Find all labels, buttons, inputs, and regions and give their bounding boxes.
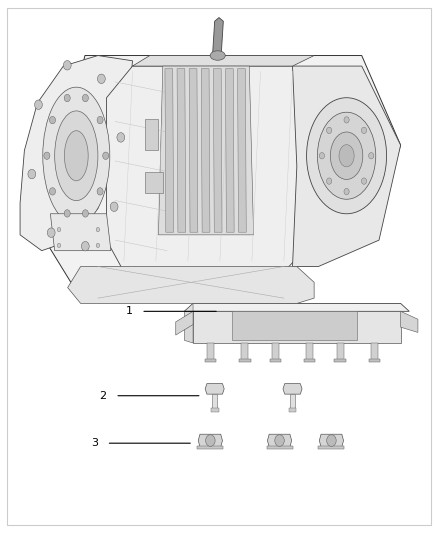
Circle shape <box>81 241 89 251</box>
Polygon shape <box>50 214 111 251</box>
Polygon shape <box>226 69 234 232</box>
Polygon shape <box>198 434 223 447</box>
Polygon shape <box>241 343 248 361</box>
Circle shape <box>319 152 325 159</box>
Polygon shape <box>267 446 293 449</box>
Polygon shape <box>201 69 210 232</box>
Circle shape <box>96 243 100 247</box>
Polygon shape <box>268 434 292 447</box>
Circle shape <box>82 94 88 102</box>
Ellipse shape <box>55 111 98 200</box>
Text: 1: 1 <box>126 306 133 316</box>
Polygon shape <box>371 343 378 361</box>
Text: 3: 3 <box>91 438 98 448</box>
Circle shape <box>64 209 70 217</box>
Ellipse shape <box>307 98 387 214</box>
Polygon shape <box>212 394 217 409</box>
Polygon shape <box>207 343 214 361</box>
Circle shape <box>57 228 61 232</box>
Polygon shape <box>212 18 223 55</box>
Polygon shape <box>283 384 302 394</box>
Circle shape <box>361 127 367 134</box>
Circle shape <box>275 435 284 446</box>
Circle shape <box>44 152 50 159</box>
Circle shape <box>64 94 70 102</box>
Polygon shape <box>67 266 314 303</box>
Circle shape <box>117 133 125 142</box>
Circle shape <box>344 189 349 195</box>
Polygon shape <box>133 55 314 66</box>
Polygon shape <box>337 343 343 361</box>
Circle shape <box>35 100 42 109</box>
Polygon shape <box>318 446 344 449</box>
Polygon shape <box>289 408 297 412</box>
Polygon shape <box>20 55 133 251</box>
Polygon shape <box>205 384 224 394</box>
Circle shape <box>327 127 332 134</box>
Polygon shape <box>293 66 401 266</box>
Circle shape <box>205 435 215 446</box>
Polygon shape <box>369 359 380 362</box>
Circle shape <box>369 152 374 159</box>
Circle shape <box>64 61 71 70</box>
Circle shape <box>98 74 105 84</box>
Polygon shape <box>270 359 281 362</box>
Circle shape <box>96 228 100 232</box>
Polygon shape <box>213 69 222 232</box>
Polygon shape <box>304 359 315 362</box>
Polygon shape <box>319 434 343 447</box>
Ellipse shape <box>43 87 110 224</box>
Polygon shape <box>184 311 193 343</box>
Polygon shape <box>184 303 409 311</box>
Circle shape <box>361 178 367 184</box>
Circle shape <box>28 169 35 179</box>
Ellipse shape <box>330 132 363 180</box>
Circle shape <box>49 116 56 124</box>
Polygon shape <box>198 446 223 449</box>
Polygon shape <box>335 359 346 362</box>
Polygon shape <box>239 359 251 362</box>
Circle shape <box>110 202 118 212</box>
Polygon shape <box>272 343 279 361</box>
Circle shape <box>344 117 349 123</box>
Polygon shape <box>42 55 401 298</box>
Polygon shape <box>205 359 216 362</box>
Circle shape <box>47 228 55 237</box>
Ellipse shape <box>318 112 376 199</box>
Polygon shape <box>145 119 159 150</box>
Polygon shape <box>165 69 173 232</box>
Polygon shape <box>290 394 295 409</box>
Circle shape <box>97 116 103 124</box>
Circle shape <box>82 209 88 217</box>
Polygon shape <box>184 303 193 311</box>
Circle shape <box>327 435 336 446</box>
Circle shape <box>57 243 61 247</box>
Polygon shape <box>401 311 418 333</box>
Circle shape <box>327 178 332 184</box>
Polygon shape <box>159 66 254 235</box>
Ellipse shape <box>210 51 225 60</box>
Polygon shape <box>237 69 246 232</box>
Polygon shape <box>193 311 401 343</box>
Text: 2: 2 <box>99 391 106 401</box>
Polygon shape <box>177 69 186 232</box>
Polygon shape <box>211 408 219 412</box>
Circle shape <box>102 152 109 159</box>
Ellipse shape <box>64 131 88 181</box>
Ellipse shape <box>339 144 354 167</box>
Polygon shape <box>176 311 193 335</box>
Polygon shape <box>232 311 357 341</box>
Polygon shape <box>145 172 163 192</box>
Polygon shape <box>106 66 314 272</box>
Polygon shape <box>306 343 313 361</box>
Circle shape <box>97 188 103 195</box>
Polygon shape <box>189 69 198 232</box>
Circle shape <box>49 188 56 195</box>
